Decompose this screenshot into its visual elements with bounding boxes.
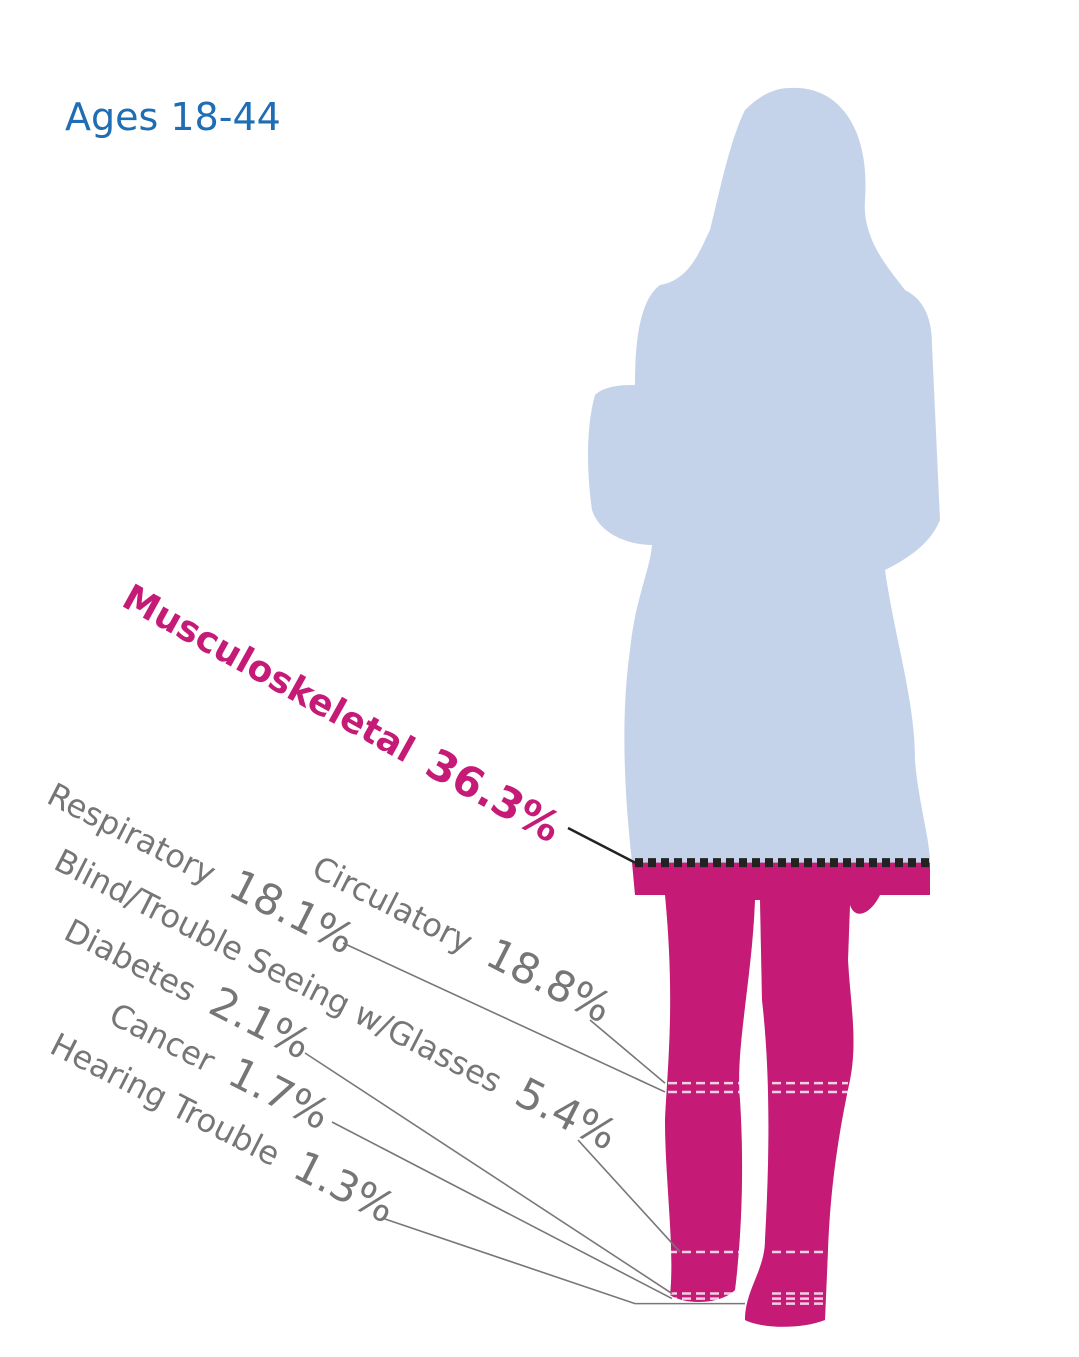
leader-line [342,942,666,1093]
filled-region [632,862,930,1327]
value-label: 18.8% [479,928,620,1032]
leader-line [567,826,636,864]
leader-line [381,1217,745,1305]
value-label: 36.3% [418,739,569,853]
value-label: 5.4% [508,1068,625,1160]
category-name: Musculoskeletal [116,577,421,771]
leader-line [589,1019,666,1084]
value-label: 1.3% [286,1141,403,1233]
leader-line [331,1121,673,1300]
leader-line [304,1052,673,1295]
category-label: Hearing Trouble1.3% [43,1017,403,1233]
chart-title: Ages 18-44 [65,95,281,139]
leader-line [577,1139,681,1253]
category-label: Musculoskeletal36.3% [115,571,569,852]
silhouette [588,87,940,1327]
